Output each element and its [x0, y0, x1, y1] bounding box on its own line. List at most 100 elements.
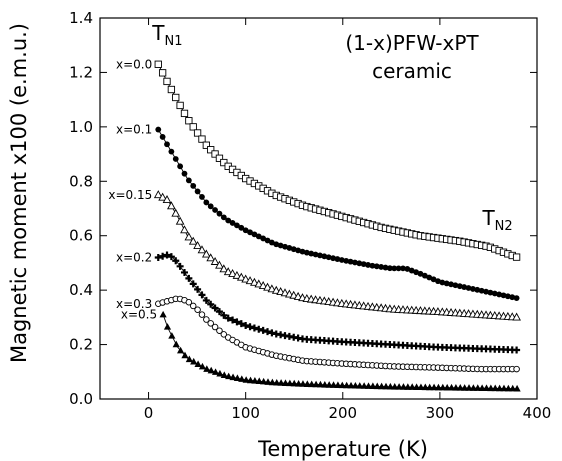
- data-point: [245, 276, 255, 285]
- data-point: [280, 288, 290, 297]
- data-point: [167, 201, 176, 210]
- data-point: [220, 158, 228, 167]
- data-point: [421, 272, 428, 279]
- data-point: [185, 299, 193, 306]
- data-point: [509, 294, 516, 301]
- data-point: [356, 260, 363, 267]
- data-point: [223, 267, 233, 276]
- data-point: [276, 287, 285, 296]
- data-point: [247, 229, 253, 236]
- data-point: [229, 373, 237, 381]
- data-point: [184, 232, 194, 241]
- data-point: [168, 148, 175, 155]
- data-point: [224, 314, 232, 322]
- y-tick-label: 1.0: [69, 118, 93, 136]
- data-point: [286, 245, 293, 251]
- data-point: [203, 365, 211, 372]
- data-point: [215, 308, 223, 316]
- data-point: [259, 326, 267, 334]
- data-point: [163, 251, 171, 259]
- y-tick-label: 1.4: [69, 9, 93, 27]
- data-point: [267, 284, 277, 293]
- data-point: [352, 259, 358, 266]
- data-point: [211, 150, 219, 158]
- data-point: [378, 264, 385, 270]
- data-point: [321, 253, 328, 260]
- x-tick-label: 300: [426, 404, 455, 422]
- data-point: [303, 249, 310, 256]
- data-point: [251, 377, 259, 384]
- data-point: [206, 253, 216, 262]
- data-point: [189, 280, 197, 288]
- data-point: [167, 253, 175, 261]
- data-point: [470, 286, 476, 292]
- data-point: [448, 281, 454, 288]
- data-point: [282, 243, 288, 250]
- series-label: x=0.15: [108, 188, 152, 202]
- data-point: [478, 287, 485, 294]
- data-point: [258, 281, 268, 290]
- data-point: [220, 311, 228, 319]
- data-point: [271, 285, 281, 294]
- series-x=0.3: [155, 295, 520, 373]
- data-point: [164, 141, 170, 148]
- data-point: [163, 323, 172, 330]
- data-point: [216, 210, 223, 217]
- data-point: [500, 292, 507, 299]
- data-point: [413, 269, 419, 276]
- data-point: [238, 375, 246, 382]
- data-point: [285, 289, 294, 298]
- data-point: [263, 282, 272, 291]
- data-point: [491, 290, 498, 297]
- data-point: [228, 269, 237, 277]
- data-point: [181, 170, 188, 177]
- data-point: [439, 279, 446, 286]
- data-point: [483, 288, 489, 295]
- data-point: [289, 290, 299, 299]
- data-point: [513, 365, 520, 373]
- data-point: [404, 266, 411, 272]
- data-point: [210, 256, 220, 265]
- data-point: [254, 279, 264, 288]
- data-point: [167, 85, 176, 94]
- data-point: [185, 274, 193, 282]
- data-point: [194, 306, 201, 313]
- data-point: [251, 231, 258, 238]
- data-point: [220, 331, 228, 338]
- y-tick-label: 0.8: [69, 172, 93, 190]
- data-point: [172, 93, 180, 102]
- data-point: [203, 199, 210, 206]
- data-point: [185, 355, 193, 363]
- data-point: [264, 378, 272, 385]
- labels-layer: x=0.0 x=0.1 x=0.15 x=0.2 x=0.3x=0.5 TN1 TN2: [108, 21, 512, 322]
- axes: 0 100 200 300 400 0.0 0.2 0.4 0.6 0.8 1.0 1.2 1.4: [69, 9, 551, 422]
- data-point: [260, 377, 268, 385]
- data-point: [255, 377, 263, 385]
- data-point: [273, 241, 280, 248]
- y-tick-label: 1.2: [69, 63, 93, 81]
- series-layer: [153, 60, 521, 392]
- data-point: [238, 224, 245, 231]
- data-point: [189, 123, 197, 131]
- data-point: [250, 277, 259, 286]
- data-point: [260, 235, 267, 242]
- data-point: [194, 285, 202, 293]
- data-point: [162, 195, 172, 204]
- data-point: [408, 267, 415, 274]
- data-point: [207, 146, 215, 154]
- series-line: [157, 64, 518, 258]
- data-point: [158, 69, 167, 77]
- y-tick-label: 0.4: [69, 281, 93, 299]
- data-point: [168, 332, 176, 339]
- data-point: [382, 264, 389, 271]
- data-point: [154, 60, 162, 68]
- chart-subtitle: ceramic: [372, 59, 452, 83]
- data-point: [202, 141, 210, 149]
- data-point: [216, 369, 224, 377]
- data-point: [246, 323, 254, 331]
- data-point: [153, 190, 163, 199]
- series-label: x=0.2: [116, 250, 152, 264]
- data-point: [203, 316, 210, 323]
- y-tick-label: 0.6: [69, 227, 93, 245]
